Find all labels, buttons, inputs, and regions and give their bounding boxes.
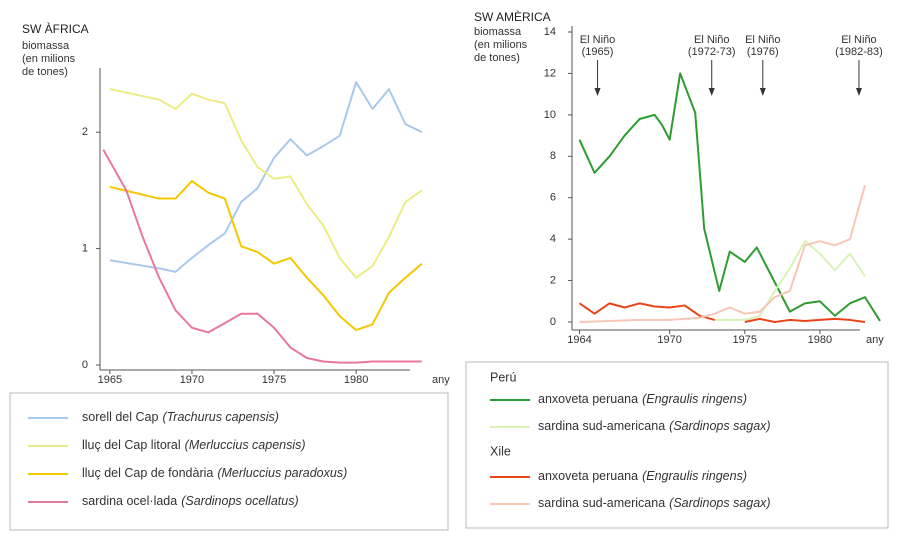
legend-latin: (Merluccius capensis) <box>185 438 306 452</box>
x-tick-label: 1975 <box>733 334 757 346</box>
annotation: El Niño <box>694 34 729 46</box>
legend-group: Xile <box>490 444 511 458</box>
legend-name: sorell del Cap <box>82 410 158 424</box>
y-tick-label: 14 <box>544 26 556 38</box>
y-axis-label: de tones) <box>22 66 68 78</box>
annotation-arrowhead <box>708 88 715 96</box>
annotation-arrowhead <box>759 88 766 96</box>
y-axis-label: de tones) <box>474 52 520 64</box>
legend-name: sardina sud-americana <box>538 419 665 433</box>
legend-box-left <box>9 392 449 531</box>
legend-name: anxoveta peruana <box>538 392 638 406</box>
legend-latin: (Sardinops sagax) <box>669 419 770 433</box>
legend-name: lluç del Cap litoral <box>82 438 181 452</box>
legend-label: lluç del Cap litoral (Merluccius capensis… <box>82 438 306 452</box>
series-line <box>714 240 866 321</box>
y-tick-label: 6 <box>550 192 556 204</box>
legend-label: sardina sud-americana (Sardinops sagax) <box>538 496 771 510</box>
y-tick-label: 0 <box>82 359 88 371</box>
x-tick-label: 1970 <box>657 334 681 346</box>
legend-label: lluç del Cap de fondària (Merluccius para… <box>82 466 347 480</box>
y-axis-label: biomassa <box>22 40 70 52</box>
y-tick-label: 12 <box>544 67 556 79</box>
x-tick-label: 1980 <box>808 334 832 346</box>
legend-group: Perú <box>490 370 516 384</box>
annotation: (1976) <box>747 46 779 58</box>
legend-latin: (Engraulis ringens) <box>642 392 747 406</box>
x-tick-label: 1965 <box>98 374 122 386</box>
annotation: (1972-73) <box>688 46 736 58</box>
legend-name: lluç del Cap de fondària <box>82 466 213 480</box>
x-axis-label: any <box>866 334 884 346</box>
legend-name: anxoveta peruana <box>538 469 638 483</box>
legend-label: sorell del Cap (Trachurus capensis) <box>82 410 279 424</box>
legend-latin: (Sardinops ocellatus) <box>181 494 298 508</box>
legend-latin: (Engraulis ringens) <box>642 469 747 483</box>
chart-title: SW AMÈRICA <box>474 9 551 24</box>
legend-latin: (Sardinops sagax) <box>669 496 770 510</box>
legend-name: sardina ocel·lada <box>82 494 177 508</box>
legend-name: sardina sud-americana <box>538 496 665 510</box>
y-axis-label: biomassa <box>474 26 522 38</box>
annotation: (1965) <box>582 46 614 58</box>
series-line <box>109 81 423 273</box>
annotation-arrowhead <box>594 88 601 96</box>
annotation: El Niño <box>841 34 876 46</box>
y-tick-label: 2 <box>82 126 88 138</box>
x-tick-label: 1980 <box>344 374 368 386</box>
y-axis-label: (en milions <box>474 39 528 51</box>
series-line <box>578 72 881 322</box>
annotation: El Niño <box>745 34 780 46</box>
y-tick-label: 8 <box>550 150 556 162</box>
x-axis-label: any <box>432 374 450 386</box>
series-line <box>109 88 423 279</box>
annotation: El Niño <box>580 34 615 46</box>
series-line <box>102 149 422 364</box>
annotation-arrowhead <box>855 88 862 96</box>
chart-title: SW ÀFRICA <box>22 21 89 36</box>
x-tick-label: 1970 <box>180 374 204 386</box>
y-tick-label: 1 <box>82 243 88 255</box>
annotation: (1982-83) <box>835 46 883 58</box>
y-tick-label: 10 <box>544 109 556 121</box>
y-tick-label: 2 <box>550 274 556 286</box>
y-tick-label: 4 <box>550 233 556 245</box>
legend-latin: (Trachurus capensis) <box>162 410 278 424</box>
series-line <box>109 180 423 332</box>
series-line <box>579 185 866 323</box>
legend-label: anxoveta peruana (Engraulis ringens) <box>538 392 747 406</box>
series-line <box>578 302 866 323</box>
legend-box-right <box>465 361 889 529</box>
x-tick-label: 1975 <box>262 374 286 386</box>
legend-latin: (Merluccius paradoxus) <box>217 466 347 480</box>
legend-label: sardina ocel·lada (Sardinops ocellatus) <box>82 494 299 508</box>
y-tick-label: 0 <box>550 316 556 328</box>
legend-label: anxoveta peruana (Engraulis ringens) <box>538 469 747 483</box>
legend-label: sardina sud-americana (Sardinops sagax) <box>538 419 771 433</box>
x-tick-label: 1964 <box>567 334 591 346</box>
y-axis-label: (en milions <box>22 53 76 65</box>
